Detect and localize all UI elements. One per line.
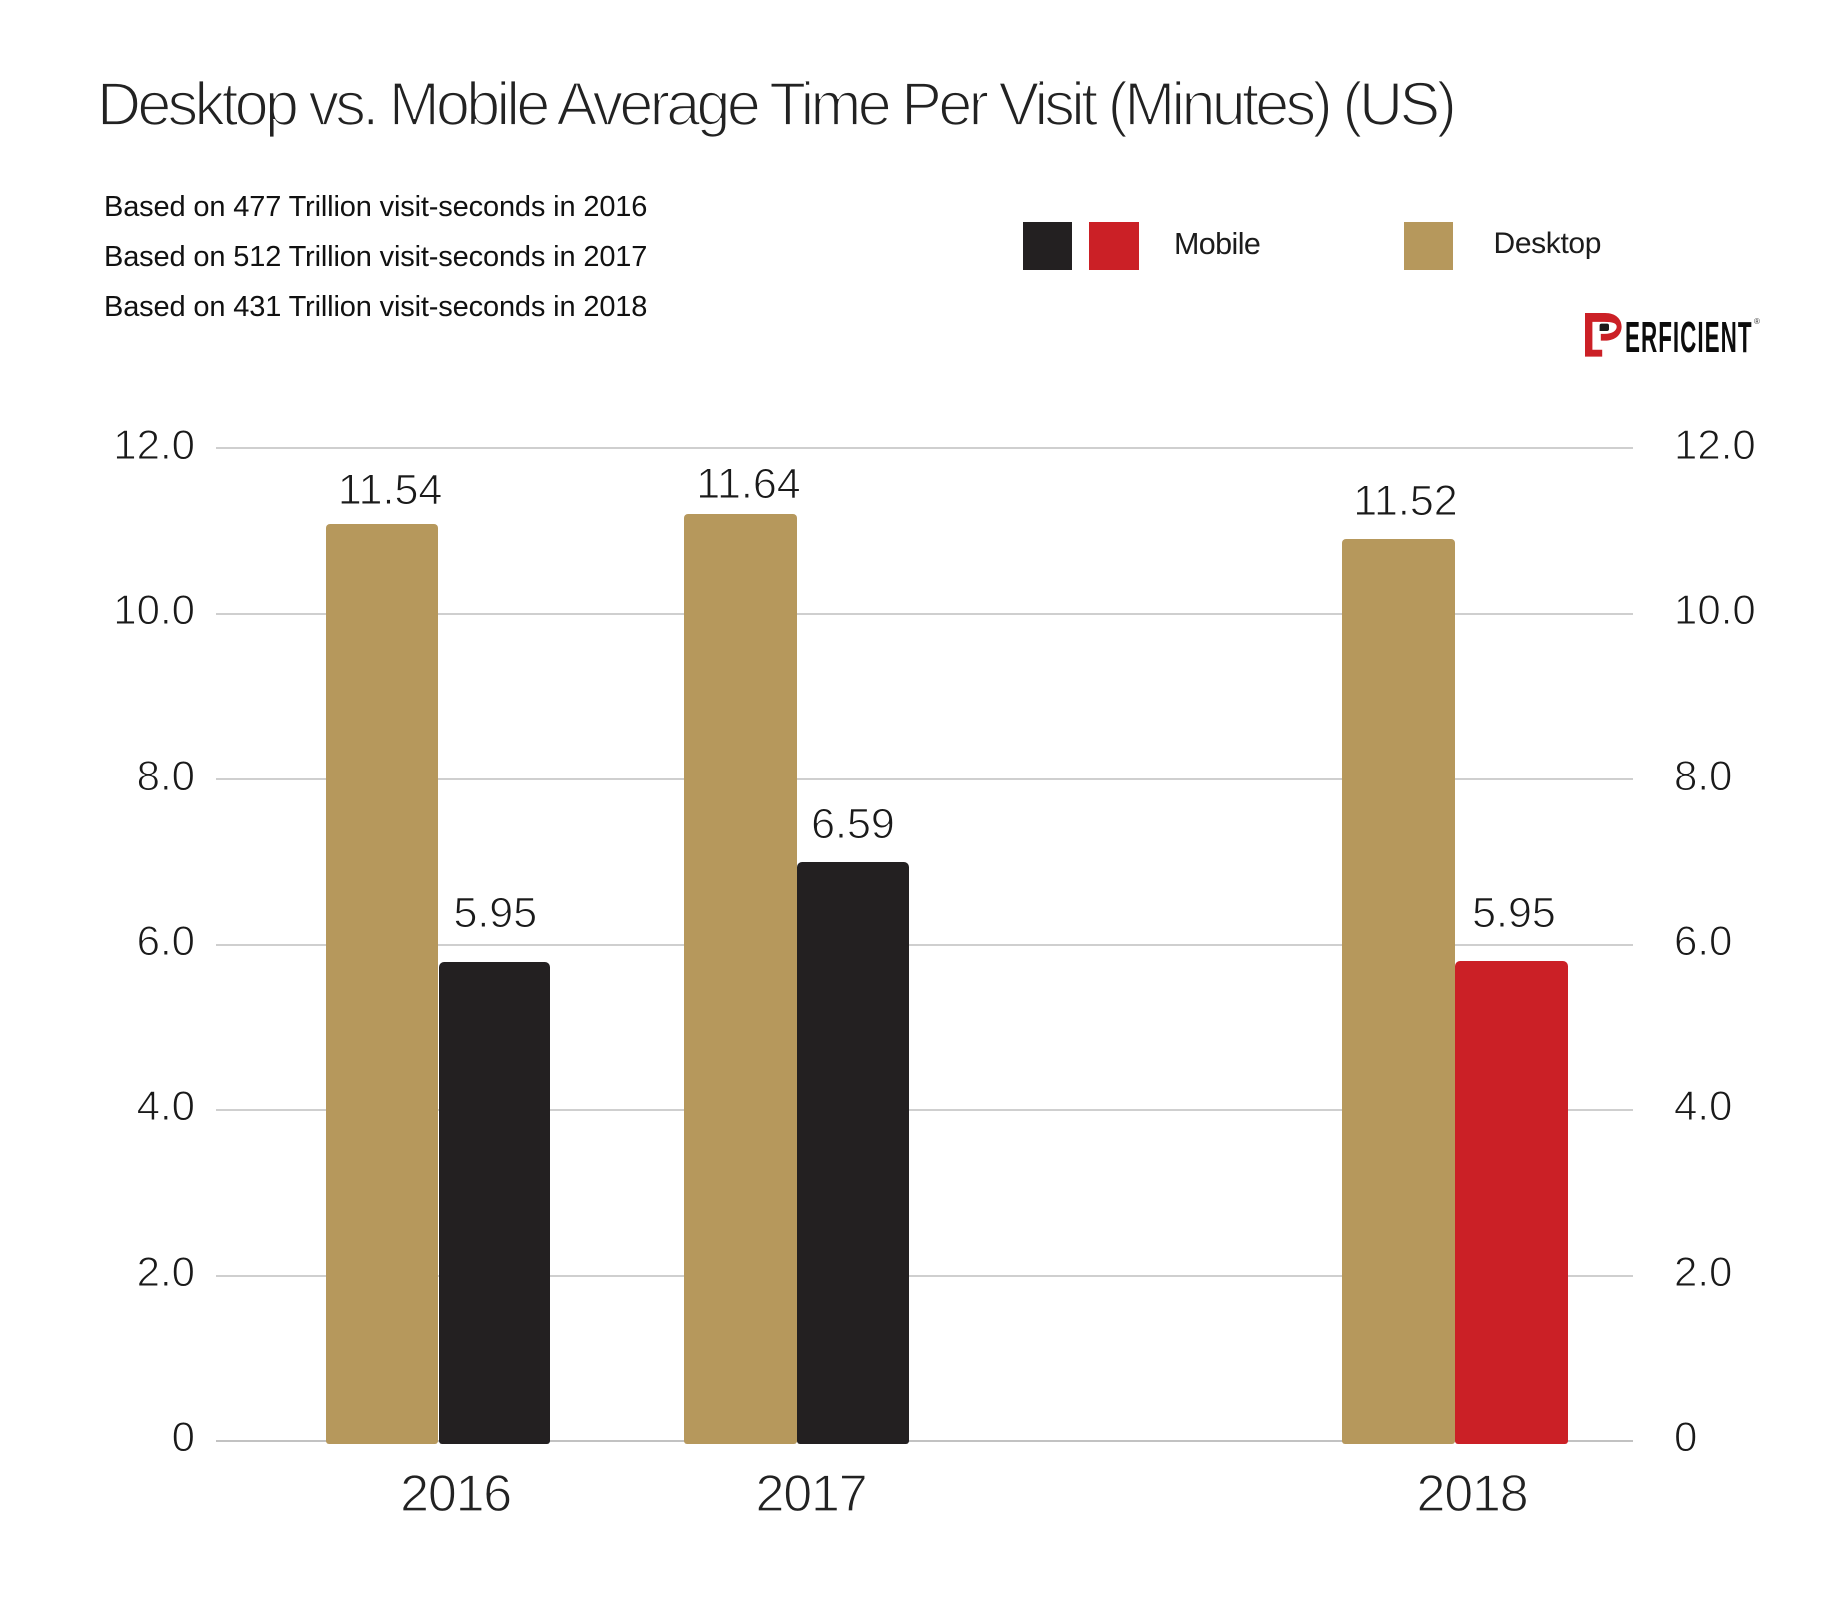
svg-text:®: ® [1754,317,1760,326]
svg-text:ERFICIENT: ERFICIENT [1625,313,1753,359]
